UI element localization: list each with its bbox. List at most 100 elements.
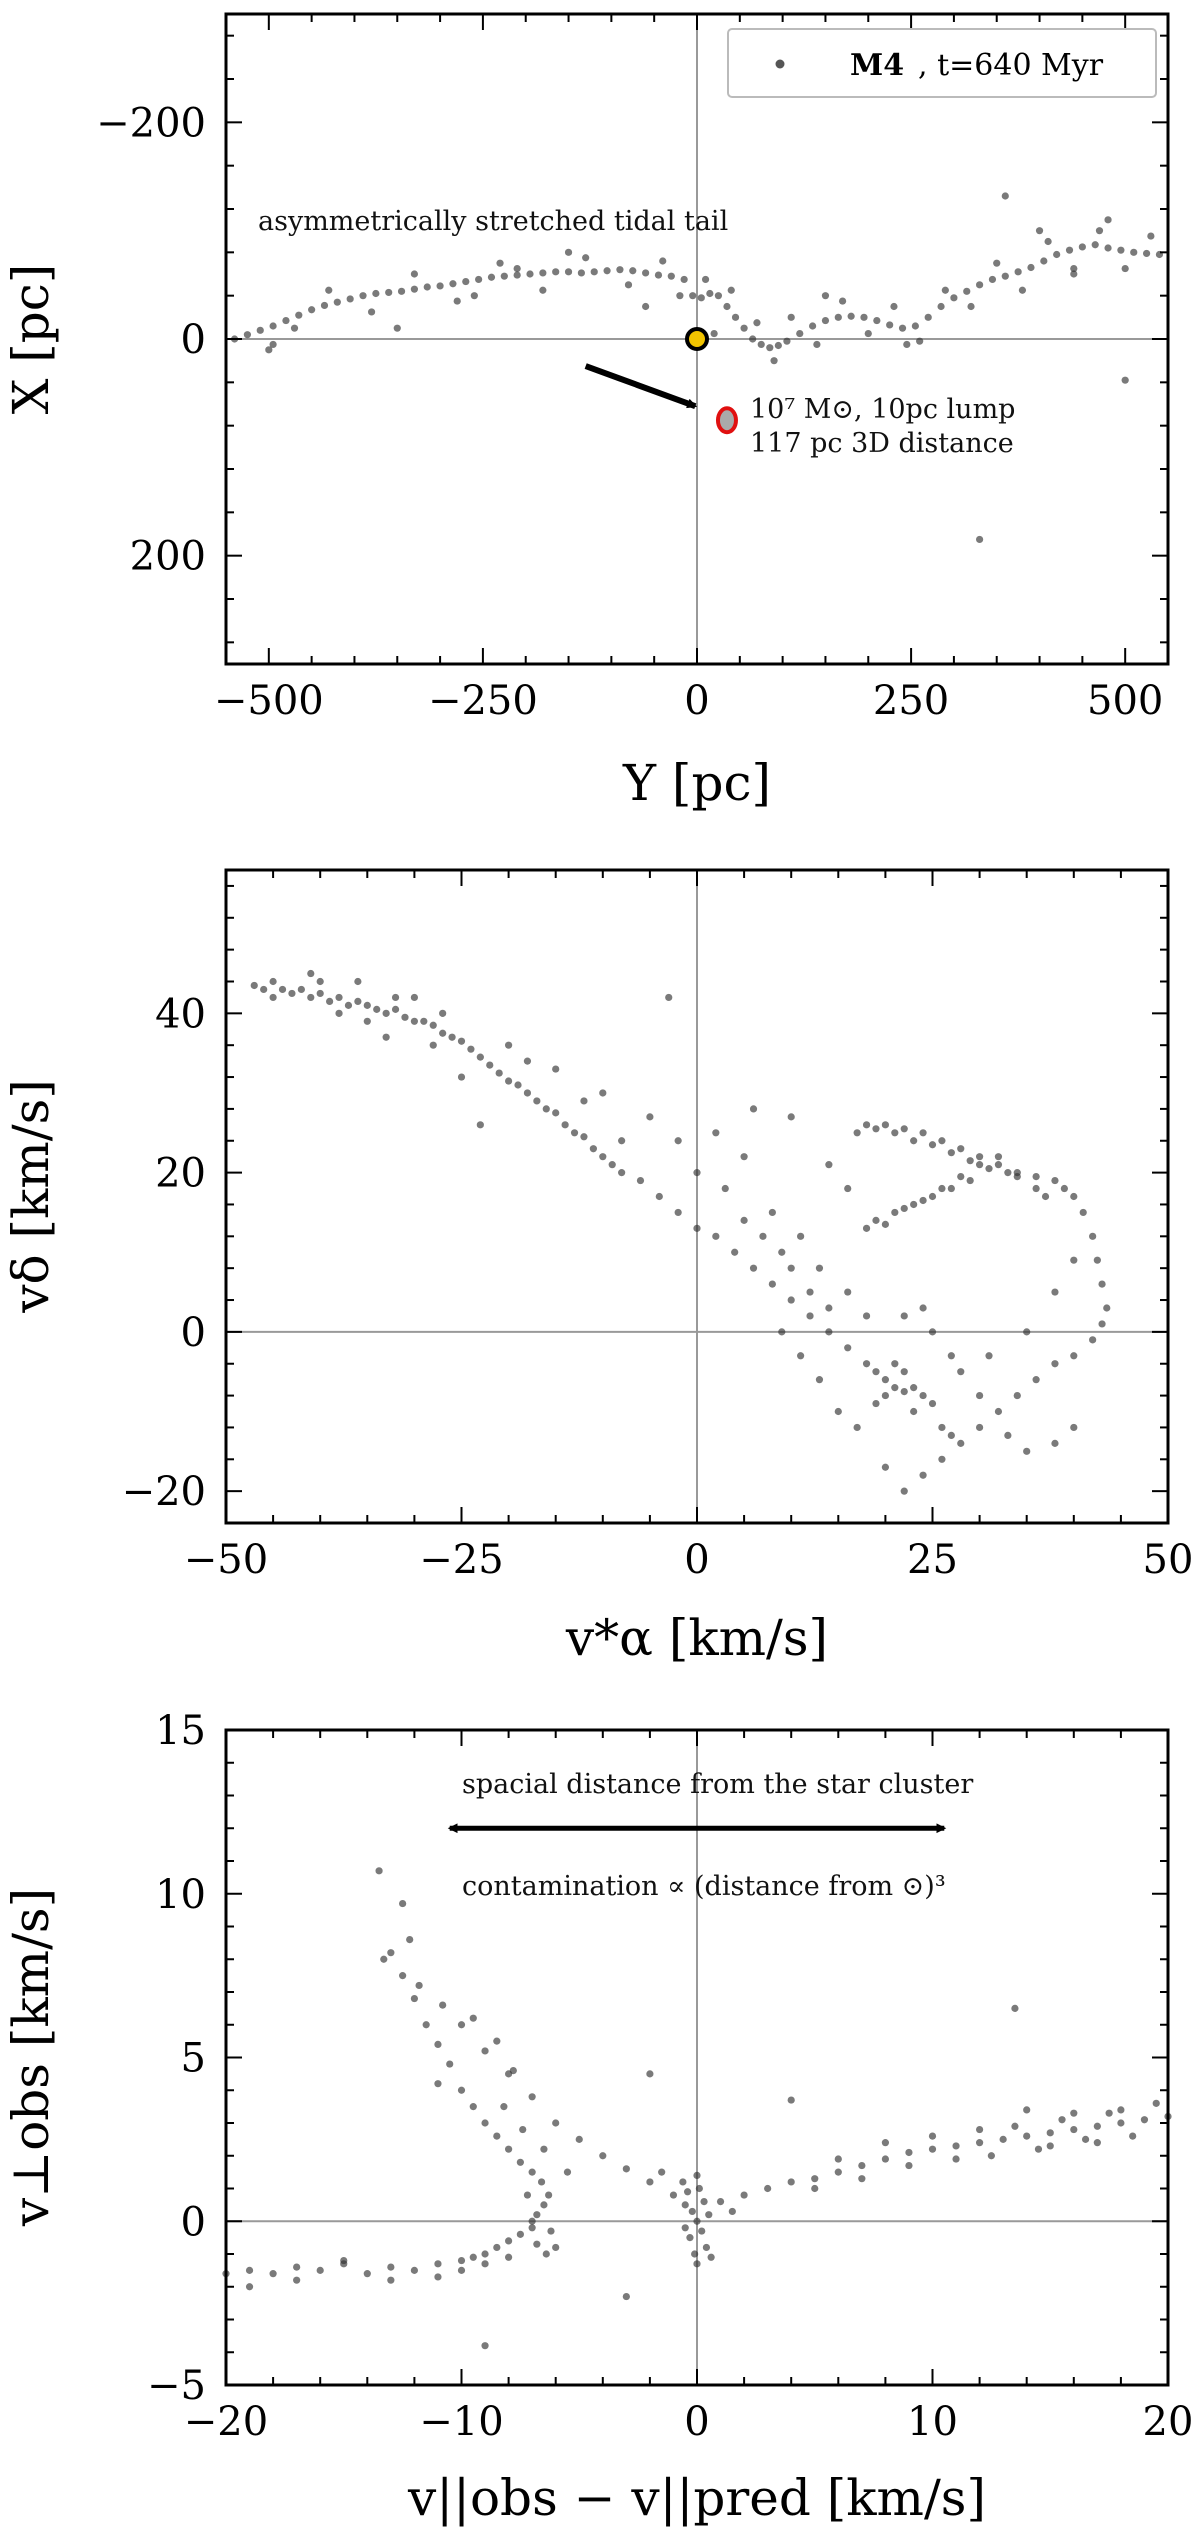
data-point bbox=[700, 2198, 708, 2206]
data-point bbox=[1130, 248, 1138, 256]
data-point bbox=[1032, 1376, 1040, 1384]
data-point bbox=[910, 1200, 918, 1209]
data-point bbox=[391, 1005, 400, 1013]
y-tick-label: 20 bbox=[155, 1151, 206, 1197]
data-point bbox=[1103, 1304, 1111, 1312]
data-point bbox=[1046, 2129, 1054, 2137]
data-point bbox=[809, 322, 817, 330]
data-point bbox=[778, 1248, 786, 1256]
panel3-frame bbox=[224, 1728, 1170, 2387]
data-point bbox=[770, 357, 778, 365]
data-point bbox=[423, 283, 431, 291]
data-point bbox=[976, 1391, 984, 1400]
data-point bbox=[1023, 1328, 1031, 1336]
data-point bbox=[858, 2175, 866, 2183]
data-point bbox=[872, 1216, 880, 1224]
data-point bbox=[457, 1037, 466, 1045]
data-point bbox=[256, 326, 264, 334]
data-point bbox=[1013, 1391, 1021, 1400]
data-point bbox=[740, 2191, 748, 2199]
data-point bbox=[393, 324, 401, 332]
data-point bbox=[705, 2211, 713, 2219]
data-point bbox=[976, 1161, 984, 1169]
data-point bbox=[1098, 1320, 1106, 1328]
legend-label-bold: M4 bbox=[850, 48, 904, 83]
data-point bbox=[797, 1352, 805, 1360]
data-point bbox=[947, 1352, 955, 1360]
data-point bbox=[1089, 1232, 1097, 1240]
panel1-ylabel: X [pc] bbox=[2, 264, 60, 415]
data-point bbox=[825, 1304, 833, 1312]
data-point bbox=[834, 2168, 842, 2176]
data-point bbox=[1089, 1336, 1097, 1344]
tidal-tail-points bbox=[230, 192, 1164, 544]
data-point bbox=[693, 1224, 701, 1232]
data-point bbox=[500, 272, 508, 280]
data-point bbox=[695, 2184, 703, 2193]
data-point bbox=[768, 1280, 776, 1288]
data-point bbox=[994, 1161, 1003, 1169]
panel1-frame bbox=[224, 12, 1170, 666]
data-point bbox=[994, 1153, 1003, 1161]
data-point bbox=[993, 259, 1001, 267]
data-point bbox=[757, 340, 765, 349]
data-point bbox=[278, 985, 287, 994]
data-point bbox=[834, 2155, 842, 2163]
data-point bbox=[1013, 1172, 1021, 1181]
data-point bbox=[552, 2119, 560, 2127]
panel3-ylabel: v⊥obs [km/s] bbox=[2, 1888, 60, 2227]
data-point bbox=[1051, 1288, 1059, 1296]
data-point bbox=[539, 269, 547, 277]
data-point bbox=[448, 1033, 456, 1041]
data-point bbox=[552, 268, 560, 276]
data-point bbox=[740, 1216, 748, 1224]
data-point bbox=[900, 1388, 908, 1396]
data-point bbox=[860, 313, 868, 321]
data-point bbox=[493, 2243, 501, 2252]
data-point bbox=[533, 2211, 541, 2219]
data-point bbox=[269, 993, 277, 1002]
data-point bbox=[1147, 232, 1155, 240]
data-point bbox=[599, 2152, 607, 2160]
data-point bbox=[582, 254, 590, 262]
data-point bbox=[728, 2207, 736, 2216]
data-point bbox=[1032, 1184, 1040, 1193]
data-point bbox=[838, 297, 847, 305]
data-point bbox=[825, 1161, 833, 1169]
data-point bbox=[316, 989, 324, 998]
data-point bbox=[293, 2263, 301, 2271]
data-point bbox=[768, 1208, 776, 1217]
data-point bbox=[862, 1360, 871, 1368]
data-point bbox=[622, 2165, 630, 2173]
data-point bbox=[957, 1145, 965, 1153]
data-point bbox=[363, 1017, 371, 1025]
data-point bbox=[693, 2171, 701, 2179]
data-point bbox=[691, 2250, 699, 2258]
data-point bbox=[316, 977, 324, 986]
data-point bbox=[919, 1129, 927, 1137]
data-point bbox=[858, 2161, 866, 2170]
data-point bbox=[900, 1204, 908, 1213]
data-point bbox=[759, 1232, 767, 1240]
data-point bbox=[669, 2191, 678, 2199]
panel1-xlabel: Y [pc] bbox=[622, 754, 771, 812]
data-point bbox=[1070, 2109, 1078, 2117]
data-point bbox=[410, 285, 418, 293]
data-point bbox=[359, 292, 367, 300]
data-point bbox=[924, 313, 932, 321]
data-point bbox=[963, 287, 971, 295]
data-point bbox=[1093, 1256, 1101, 1264]
data-point bbox=[487, 273, 496, 281]
data-point bbox=[834, 1407, 842, 1416]
data-point bbox=[542, 1105, 550, 1113]
data-point bbox=[1104, 216, 1112, 224]
data-point bbox=[622, 2292, 630, 2301]
data-point bbox=[446, 2060, 454, 2068]
data-point bbox=[325, 286, 333, 294]
data-point bbox=[1070, 1423, 1078, 1432]
data-point bbox=[1078, 243, 1086, 251]
data-point bbox=[1142, 249, 1151, 258]
data-point bbox=[528, 2168, 536, 2176]
data-point bbox=[787, 2178, 795, 2186]
y-tick-label: −20 bbox=[122, 1469, 206, 1515]
